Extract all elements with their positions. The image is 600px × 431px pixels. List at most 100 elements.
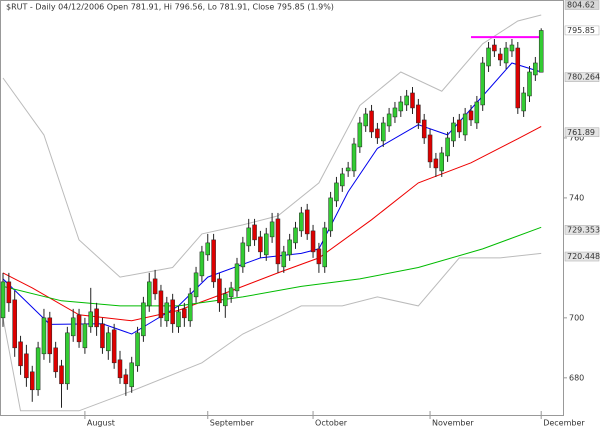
candle-body <box>439 152 444 172</box>
candle-body <box>533 62 538 76</box>
candle-body <box>334 182 339 202</box>
candle-body <box>30 371 35 391</box>
candle-body <box>264 233 269 256</box>
x-tick-label: October <box>315 419 348 428</box>
candle-body <box>228 287 234 298</box>
candle-body <box>24 353 29 379</box>
price-label-box <box>564 251 600 262</box>
candle-body <box>111 329 117 364</box>
x-tick-label: September <box>210 419 255 428</box>
candle-body <box>351 143 357 172</box>
indicator-line <box>2 252 542 412</box>
candle-body <box>41 317 47 355</box>
candle-body <box>152 278 158 295</box>
candle-body <box>176 311 181 328</box>
candle-body <box>480 62 485 106</box>
candle-body <box>234 263 240 292</box>
candle-body <box>35 347 41 391</box>
candle-body <box>76 314 82 343</box>
candle-body <box>310 230 316 253</box>
candle-body <box>299 212 304 232</box>
price-label: 780.264 <box>567 73 600 82</box>
price-label: 795.85 <box>567 26 595 35</box>
candle-body <box>521 92 526 112</box>
y-tick-label: 700 <box>569 313 584 322</box>
candle-body <box>293 227 298 244</box>
candle-body <box>503 47 509 64</box>
candle-body <box>252 224 257 241</box>
candle-body <box>492 44 497 52</box>
candle-body <box>515 47 521 109</box>
candle-body <box>287 239 292 256</box>
candle-body <box>246 227 251 247</box>
candle-body <box>369 110 374 133</box>
candle-body <box>445 137 450 157</box>
candle-body <box>65 332 70 385</box>
candle-body <box>275 218 281 265</box>
x-tick-label: November <box>432 419 474 428</box>
price-label-box <box>564 127 600 138</box>
candle-body <box>509 44 515 52</box>
price-label-box <box>564 72 600 82</box>
plot-frame <box>0 0 564 416</box>
candle-body <box>47 317 53 355</box>
price-label-box <box>564 225 600 235</box>
price-label-box <box>564 0 600 10</box>
candle-body <box>468 110 474 121</box>
candle-body <box>193 272 199 298</box>
candle-body <box>486 47 491 67</box>
candle-body <box>187 293 193 322</box>
candle-body <box>258 236 263 253</box>
candle-body <box>328 197 333 232</box>
price-label-box <box>564 25 600 36</box>
candle-body <box>381 122 386 142</box>
candle-body <box>70 317 76 337</box>
candle-body <box>106 332 111 352</box>
candle-body <box>12 299 17 349</box>
candle-body <box>100 323 105 349</box>
candle-body <box>217 278 222 304</box>
candle-body <box>269 221 275 238</box>
candle-body <box>164 302 170 322</box>
candle-body <box>141 302 146 337</box>
candle-body <box>363 113 368 127</box>
candle-body <box>135 332 140 367</box>
candle-body <box>147 281 152 307</box>
chart-title: $RUT - Daily 04/12/2006 Open 781.91, Hi … <box>6 3 334 12</box>
x-tick-label: August <box>87 419 115 428</box>
candle-body <box>457 119 462 133</box>
candle-body <box>392 107 398 118</box>
candle-body <box>82 323 88 349</box>
candle-body <box>281 251 287 268</box>
candle-body <box>199 251 205 277</box>
price-label: 761.89 <box>567 128 595 137</box>
candle-body <box>94 308 99 328</box>
candle-body <box>386 113 392 127</box>
candle-body <box>538 30 544 73</box>
candle-body <box>129 362 134 388</box>
candle-body <box>59 365 64 385</box>
candle-body <box>18 341 23 367</box>
candle-body <box>340 173 345 187</box>
candle-body <box>158 290 164 319</box>
candle-body <box>410 92 415 109</box>
candle-body <box>433 158 439 169</box>
price-label: 720.448 <box>567 252 600 261</box>
candle-body <box>357 122 363 148</box>
candle-body <box>474 101 480 124</box>
candle-body <box>462 113 468 136</box>
candle-body <box>240 242 246 268</box>
candle-body <box>211 239 216 283</box>
candle-body <box>123 374 129 385</box>
candle-body <box>53 347 58 373</box>
x-tick-label: December <box>543 419 585 428</box>
candle-body <box>0 281 6 319</box>
candle-body <box>427 134 433 163</box>
candle-body <box>316 248 322 265</box>
candle-body <box>527 71 532 97</box>
candle-body <box>88 311 93 328</box>
candle-body <box>451 122 456 142</box>
candle-body <box>398 101 404 112</box>
